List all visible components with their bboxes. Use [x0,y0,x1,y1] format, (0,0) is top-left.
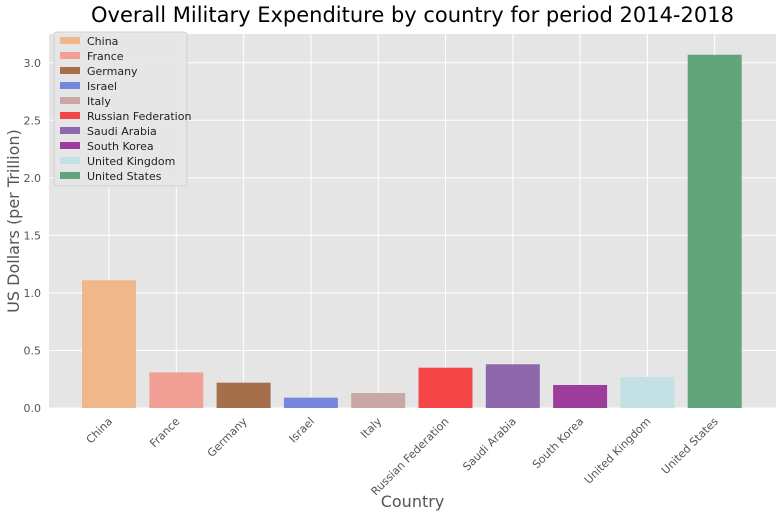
legend-swatch [60,172,80,179]
legend-entry: United States [87,170,162,183]
legend-swatch [60,82,80,89]
bar-saudi-arabia [485,364,540,408]
y-tick-label: 0.5 [24,344,42,357]
legend-entry: China [87,35,118,48]
y-axis-ticks: 0.0 0.5 1.0 1.5 2.0 2.5 3.0 [24,57,42,415]
y-tick-label: 3.0 [24,57,42,70]
legend-swatch [60,67,80,74]
x-tick-label: France [147,415,182,450]
x-tick-label: Saudi Arabia [460,415,519,474]
y-tick-label: 2.5 [24,114,42,127]
legend-entry: Israel [87,80,117,93]
bar-germany [216,382,271,408]
legend-entry: South Korea [87,140,154,153]
y-tick-label: 1.0 [24,287,42,300]
x-tick-label: Italy [358,415,384,441]
legend-entry: France [87,50,124,63]
legend-entry: Saudi Arabia [87,125,157,138]
legend-box [53,31,188,187]
legend-swatch [60,112,80,119]
x-tick-label: Germany [205,415,250,460]
bar-united-states [687,54,742,409]
bar-china [82,280,136,408]
legend-entry: Germany [87,65,138,78]
y-tick-label: 2.0 [24,172,42,185]
legend-swatch [60,127,80,134]
bar-italy [351,393,406,408]
legend-swatch [60,52,80,59]
bar-israel [283,397,338,408]
bar-south-korea [553,384,608,408]
legend-entry: Russian Federation [87,110,191,123]
legend: China France Germany Israel Italy Russian Fed… [53,31,191,187]
x-tick-label: South Korea [530,415,586,471]
x-tick-label: United Kingdom [582,415,654,487]
bar-russian-federation [418,367,473,408]
x-tick-label: China [84,415,115,446]
bars [82,54,742,409]
legend-swatch [60,142,80,149]
x-axis-title: Country [381,492,445,511]
y-tick-label: 1.5 [24,229,42,242]
y-axis-title: US Dollars (per Trillion) [4,129,23,313]
legend-swatch [60,37,80,44]
y-tick-label: 0.0 [24,402,42,415]
chart-title: Overall Military Expenditure by country … [91,3,734,27]
legend-entry: Italy [87,95,111,108]
legend-swatch [60,157,80,164]
legend-swatch [60,97,80,104]
bar-france [149,372,204,408]
x-tick-label: Israel [287,415,317,445]
x-tick-label: United States [659,415,721,477]
bar-united-kingdom [620,376,675,408]
legend-entry: United Kingdom [87,155,175,168]
